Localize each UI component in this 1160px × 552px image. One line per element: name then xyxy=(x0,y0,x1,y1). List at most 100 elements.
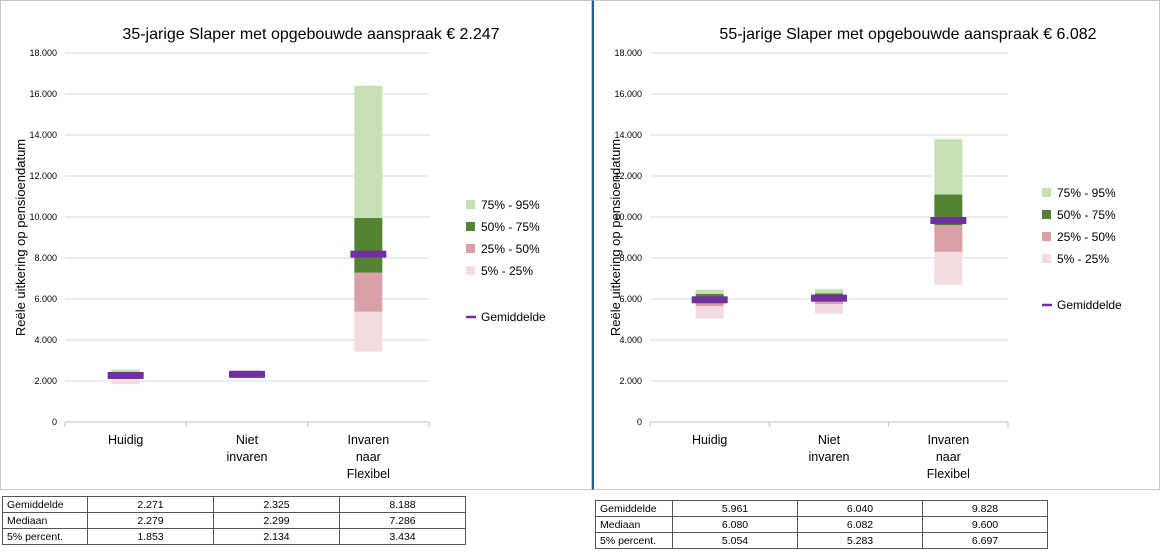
y-tick-label: 18.000 xyxy=(29,48,57,58)
bar-segment xyxy=(815,304,843,314)
legend-label: 50% - 75% xyxy=(481,220,540,234)
row-label: Gemiddelde xyxy=(595,500,673,517)
cell-value: 1.853 xyxy=(87,528,214,545)
stats-table-left: Gemiddelde 2.271 2.325 8.188 Mediaan 2.2… xyxy=(2,496,466,545)
cell-value: 6.697 xyxy=(922,532,1048,549)
y-tick-label: 8.000 xyxy=(619,253,642,263)
y-tick-label: 14.000 xyxy=(29,130,57,140)
chart-title: 35-jarige Slaper met opgebouwde aanspraa… xyxy=(122,26,499,43)
bar-segment xyxy=(111,369,140,373)
y-axis-label: Reële uitkering op pensioendatum xyxy=(13,139,28,336)
y-tick-label: 8.000 xyxy=(34,253,57,263)
mean-marker xyxy=(229,370,265,378)
y-tick-label: 2.000 xyxy=(619,376,642,386)
legend-label: 5% - 25% xyxy=(481,264,533,278)
chart-title: 55-jarige Slaper met opgebouwde aanspraa… xyxy=(719,26,1096,43)
legend-swatch xyxy=(466,200,475,209)
row-label: 5% percent. xyxy=(2,528,88,545)
y-tick-label: 2.000 xyxy=(34,376,57,386)
table-row: Gemiddelde 5.961 6.040 9.828 xyxy=(595,500,1048,517)
legend-label: 25% - 50% xyxy=(1057,230,1116,244)
y-tick-label: 4.000 xyxy=(619,335,642,345)
legend-swatch xyxy=(1042,210,1051,219)
row-label: Mediaan xyxy=(2,512,88,529)
cell-value: 6.080 xyxy=(672,516,798,533)
bar-segment xyxy=(815,289,843,294)
bar-segment xyxy=(111,378,140,385)
table-row: 5% percent. 1.853 2.134 3.434 xyxy=(2,528,466,545)
cell-value: 2.299 xyxy=(213,512,340,529)
cell-value: 6.040 xyxy=(797,500,923,517)
y-tick-label: 18.000 xyxy=(614,48,642,58)
y-tick-label: 16.000 xyxy=(614,89,642,99)
cell-value: 5.961 xyxy=(672,500,798,517)
y-tick-label: 12.000 xyxy=(614,171,642,181)
bar-segment xyxy=(695,306,724,319)
legend-swatch xyxy=(1042,232,1051,241)
x-category-label: Flexibel xyxy=(347,467,390,481)
cell-value: 9.828 xyxy=(922,500,1048,517)
mean-marker xyxy=(691,296,728,304)
cell-value: 2.271 xyxy=(87,496,214,513)
y-tick-label: 16.000 xyxy=(29,89,57,99)
legend-swatch xyxy=(1042,254,1051,263)
cell-value: 5.283 xyxy=(797,532,923,549)
table-row: Mediaan 2.279 2.299 7.286 xyxy=(2,512,466,529)
y-axis-label: Reële uitkering op pensioendatum xyxy=(608,139,623,336)
legend-swatch xyxy=(466,222,475,231)
bar-segment xyxy=(354,85,383,219)
cell-value: 9.600 xyxy=(922,516,1048,533)
cell-value: 5.054 xyxy=(672,532,798,549)
legend-label: 50% - 75% xyxy=(1057,208,1116,222)
bar-segment xyxy=(354,272,383,312)
bar-segment xyxy=(354,311,383,352)
bar-segment xyxy=(934,225,963,252)
x-category-label: Huidig xyxy=(692,433,727,447)
bar-segment xyxy=(695,289,724,294)
x-category-label: Niet xyxy=(818,433,841,447)
cell-value: 3.434 xyxy=(339,528,466,545)
legend-label: 25% - 50% xyxy=(481,242,540,256)
cell-value: 2.134 xyxy=(213,528,340,545)
x-category-label: invaren xyxy=(227,450,268,464)
table-row: Mediaan 6.080 6.082 9.600 xyxy=(595,516,1048,533)
y-tick-label: 0 xyxy=(637,417,642,427)
x-category-label: naar xyxy=(936,450,961,464)
chart-right: 55-jarige Slaper met opgebouwde aanspraa… xyxy=(608,26,1122,481)
y-tick-label: 6.000 xyxy=(619,294,642,304)
legend-label: 75% - 95% xyxy=(481,198,540,212)
y-tick-label: 10.000 xyxy=(614,212,642,222)
cell-value: 2.279 xyxy=(87,512,214,529)
legend-label: Gemiddelde xyxy=(481,310,546,324)
row-label: 5% percent. xyxy=(595,532,673,549)
x-category-label: Invaren xyxy=(347,433,389,447)
mean-marker xyxy=(350,250,387,258)
legend-label: 75% - 95% xyxy=(1057,186,1116,200)
cell-value: 7.286 xyxy=(339,512,466,529)
chart-panel-right: 55-jarige Slaper met opgebouwde aanspraa… xyxy=(592,0,1160,490)
bar-segment xyxy=(695,293,724,298)
stats-table-right: Gemiddelde 5.961 6.040 9.828 Mediaan 6.0… xyxy=(595,500,1048,549)
cell-value: 8.188 xyxy=(339,496,466,513)
x-category-label: naar xyxy=(356,450,381,464)
legend-label: 5% - 25% xyxy=(1057,252,1109,266)
legend-label: Gemiddelde xyxy=(1057,298,1122,312)
x-category-label: Huidig xyxy=(108,433,143,447)
legend-swatch xyxy=(466,266,475,275)
x-category-label: Invaren xyxy=(927,433,969,447)
chart-panel-left: 35-jarige Slaper met opgebouwde aanspraa… xyxy=(0,0,592,490)
cell-value: 2.325 xyxy=(213,496,340,513)
legend-swatch xyxy=(1042,188,1051,197)
table-row: 5% percent. 5.054 5.283 6.697 xyxy=(595,532,1048,549)
bar-segment xyxy=(934,139,963,195)
y-tick-label: 12.000 xyxy=(29,171,57,181)
row-label: Gemiddelde xyxy=(2,496,88,513)
y-tick-label: 0 xyxy=(52,417,57,427)
mean-marker xyxy=(107,371,144,379)
x-category-label: Niet xyxy=(236,433,259,447)
mean-marker xyxy=(811,294,847,302)
x-category-label: invaren xyxy=(809,450,850,464)
y-tick-label: 6.000 xyxy=(34,294,57,304)
cell-value: 6.082 xyxy=(797,516,923,533)
y-tick-label: 10.000 xyxy=(29,212,57,222)
